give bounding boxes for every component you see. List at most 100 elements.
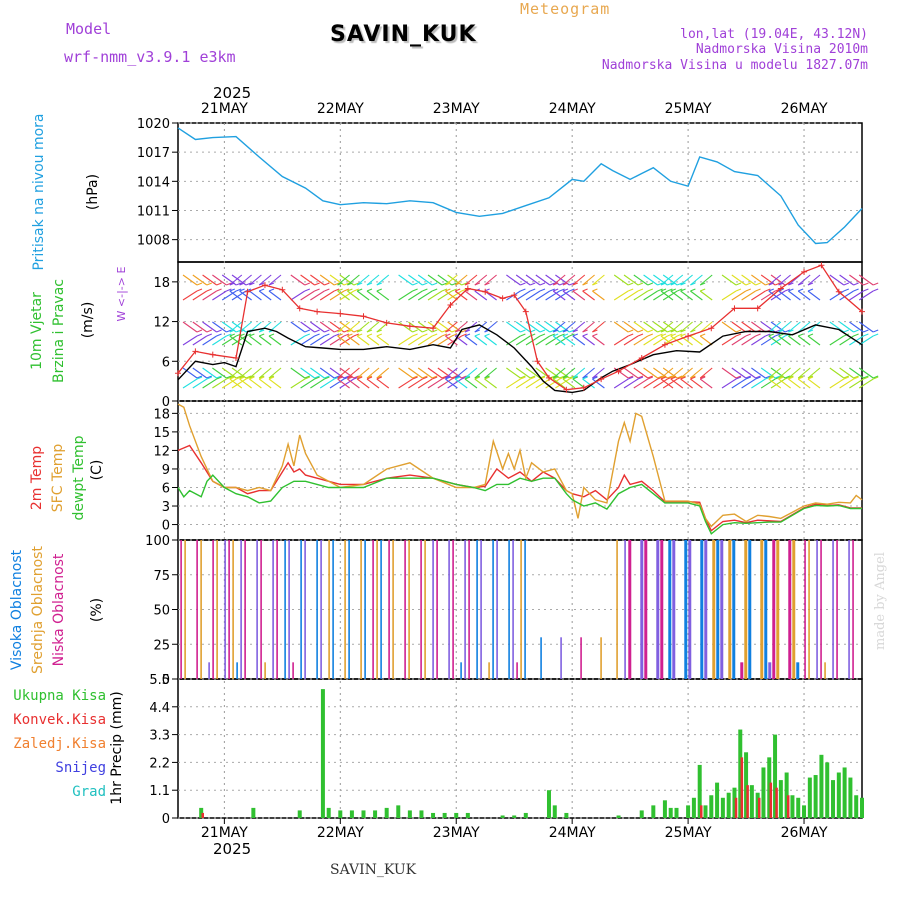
wind-barb-flag xyxy=(412,282,418,286)
wind-barb xyxy=(613,335,629,346)
wind-barb xyxy=(310,321,325,333)
wind-barb xyxy=(464,274,478,286)
wind-barb xyxy=(858,321,874,333)
wind-barb xyxy=(623,367,639,379)
y-tick-label-temperature: 0 xyxy=(162,519,170,534)
wind-barb-flag xyxy=(798,333,804,337)
wind-barb-flag xyxy=(366,282,373,286)
wind-barb-flag xyxy=(553,333,559,337)
wind-barb-flag xyxy=(268,282,275,286)
wind-barb-flag xyxy=(474,375,480,379)
wind-barb-flag xyxy=(245,282,252,286)
wind-barb-flag xyxy=(843,375,849,379)
wind-barb xyxy=(398,321,413,333)
wind-barb xyxy=(310,274,325,286)
cloud-bar xyxy=(300,540,302,679)
cloud-bar xyxy=(436,540,438,679)
wind-barb xyxy=(182,274,198,286)
wind-barb xyxy=(768,367,782,379)
wind-barb xyxy=(268,335,282,346)
wind-barb-flag xyxy=(376,288,382,292)
wind-barb xyxy=(770,378,786,389)
wind-barb xyxy=(319,290,335,301)
wind-barb-flag xyxy=(843,282,849,286)
wind-barb xyxy=(552,367,566,379)
wind-barb xyxy=(182,367,198,379)
wind-barb-flag xyxy=(873,333,879,337)
wind-barb xyxy=(356,367,370,379)
wind-barb xyxy=(427,290,443,301)
y-tick-label-pressure: 1014 xyxy=(137,175,170,190)
cloud-bar xyxy=(476,540,478,679)
wind-barb-flag xyxy=(637,375,644,379)
wind-barb xyxy=(347,321,360,333)
cloud-bar xyxy=(376,540,378,679)
precip-bar xyxy=(848,777,853,818)
wind-barb xyxy=(670,290,684,301)
gust-marker xyxy=(661,341,668,348)
wind-barb xyxy=(221,290,237,301)
wind-barb xyxy=(366,367,380,379)
wind-barb-flag xyxy=(324,282,330,286)
wind-barb-flag xyxy=(863,329,869,333)
cloud-bar xyxy=(704,540,708,679)
wind-barb-flag xyxy=(778,375,784,379)
cloud-bar xyxy=(624,540,626,679)
wind-barb-flag xyxy=(441,329,448,333)
wind-barb-flag xyxy=(226,288,232,292)
cloud-bar xyxy=(460,662,462,679)
wind-barb xyxy=(464,367,478,379)
wind-barb-flag xyxy=(843,376,849,380)
wind-barb-flag xyxy=(324,376,330,380)
wind-barb-flag xyxy=(366,333,373,337)
wind-barb-flag xyxy=(229,282,235,286)
wind-barb xyxy=(229,378,243,389)
wind-barb xyxy=(623,321,639,333)
cloud-bar xyxy=(304,540,306,679)
wind-barb xyxy=(347,335,360,346)
cloud-bar xyxy=(392,540,394,679)
wind-barb-flag xyxy=(677,329,683,333)
precip-bar xyxy=(674,807,679,818)
wind-barb xyxy=(535,335,551,346)
wind-barb xyxy=(474,321,488,333)
wind-barb-flag xyxy=(216,333,222,337)
wind-barb-flag xyxy=(873,329,879,333)
precip-bar xyxy=(320,689,325,818)
wind-barb xyxy=(182,378,198,389)
wind-barb-flag xyxy=(755,376,761,380)
wind-barb-flag xyxy=(553,288,559,292)
wind-barb-flag xyxy=(863,282,869,286)
wind-barb-flag xyxy=(520,333,526,337)
wind-barb xyxy=(376,335,390,346)
wind-barb xyxy=(690,367,703,379)
wind-barb-flag xyxy=(196,282,203,286)
wind-barb xyxy=(337,321,350,333)
gust-marker xyxy=(545,374,552,381)
wind-barb xyxy=(268,290,282,301)
cloud-bar xyxy=(768,662,772,679)
y-tick-label-precip: 5.5 xyxy=(149,673,170,688)
wind-barb xyxy=(545,335,560,346)
wind-barb xyxy=(239,378,252,389)
gust-marker xyxy=(464,285,471,292)
wind-barb-flag xyxy=(628,376,634,380)
wind-barb-flag xyxy=(559,333,565,337)
y-tick-label-precip: 0 xyxy=(162,812,170,827)
precip-bar xyxy=(201,812,205,818)
wind-barb-flag xyxy=(464,282,471,286)
wind-barb xyxy=(192,321,208,333)
gust-marker xyxy=(580,384,587,391)
wind-barb xyxy=(680,367,693,379)
wind-barb xyxy=(239,290,252,301)
wind-barb-flag xyxy=(549,288,555,292)
wind-barb-flag xyxy=(441,282,448,286)
wind-barb xyxy=(760,378,776,389)
wind-barb-flag xyxy=(572,282,578,286)
wind-barb xyxy=(670,321,684,333)
wind-barb-flag xyxy=(461,375,467,379)
wind-barb xyxy=(721,290,737,301)
altitude-label: Nadmorska Visina 2010m xyxy=(695,42,868,57)
precip-bar xyxy=(769,782,773,818)
wind-barb-flag xyxy=(667,375,673,379)
